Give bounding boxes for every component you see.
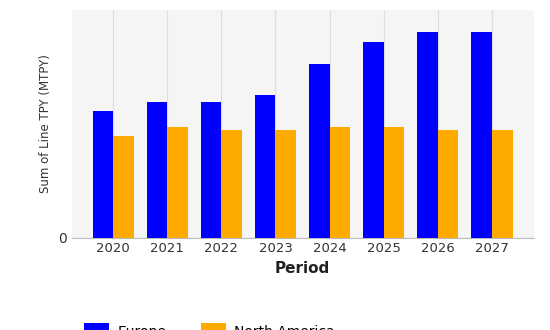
Bar bbox=[167, 127, 188, 238]
Bar bbox=[384, 127, 404, 238]
Y-axis label: Sum of Line TPY (MTPY): Sum of Line TPY (MTPY) bbox=[40, 54, 52, 193]
Bar bbox=[147, 102, 167, 238]
Bar bbox=[201, 102, 221, 238]
Legend: Europe, North America: Europe, North America bbox=[79, 317, 340, 330]
Bar bbox=[92, 111, 113, 238]
Bar bbox=[113, 136, 134, 238]
Bar bbox=[221, 130, 242, 238]
Bar bbox=[255, 95, 276, 238]
Bar bbox=[329, 127, 350, 238]
Bar bbox=[363, 42, 384, 238]
Bar bbox=[471, 32, 492, 238]
X-axis label: Period: Period bbox=[275, 261, 330, 276]
Bar bbox=[276, 130, 296, 238]
Bar bbox=[309, 64, 329, 238]
Bar bbox=[438, 130, 458, 238]
Bar bbox=[417, 32, 438, 238]
Bar bbox=[492, 130, 513, 238]
